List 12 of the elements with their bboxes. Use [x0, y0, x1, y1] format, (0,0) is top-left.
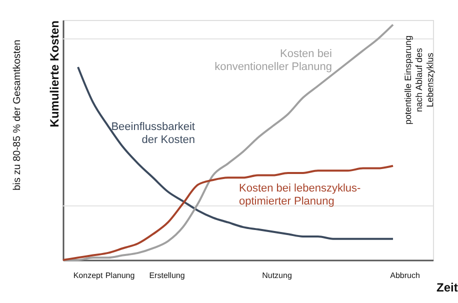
- series-label: Beeinflussbarkeit der Kosten: [111, 121, 195, 146]
- text: Erstellung: [149, 271, 185, 280]
- text: Nutzung: [262, 271, 292, 280]
- text: Konzept: [73, 271, 104, 280]
- text: Planung: [105, 271, 135, 280]
- series-label: Kosten bei lebenszyklus- optimierter Planung: [239, 182, 362, 208]
- text: bis zu 80-85 % der Gesamtkosten: [12, 40, 23, 190]
- x-axis-title: Zeit: [436, 280, 458, 294]
- series-label: Kosten bei konventioneller Planung: [214, 48, 332, 74]
- text: potentielle Einsparung nach Ablauf des Lebenszyklus: [403, 35, 435, 125]
- text: Abbruch: [390, 271, 420, 280]
- y-axis-title: Kumulierte Kosten: [48, 20, 62, 128]
